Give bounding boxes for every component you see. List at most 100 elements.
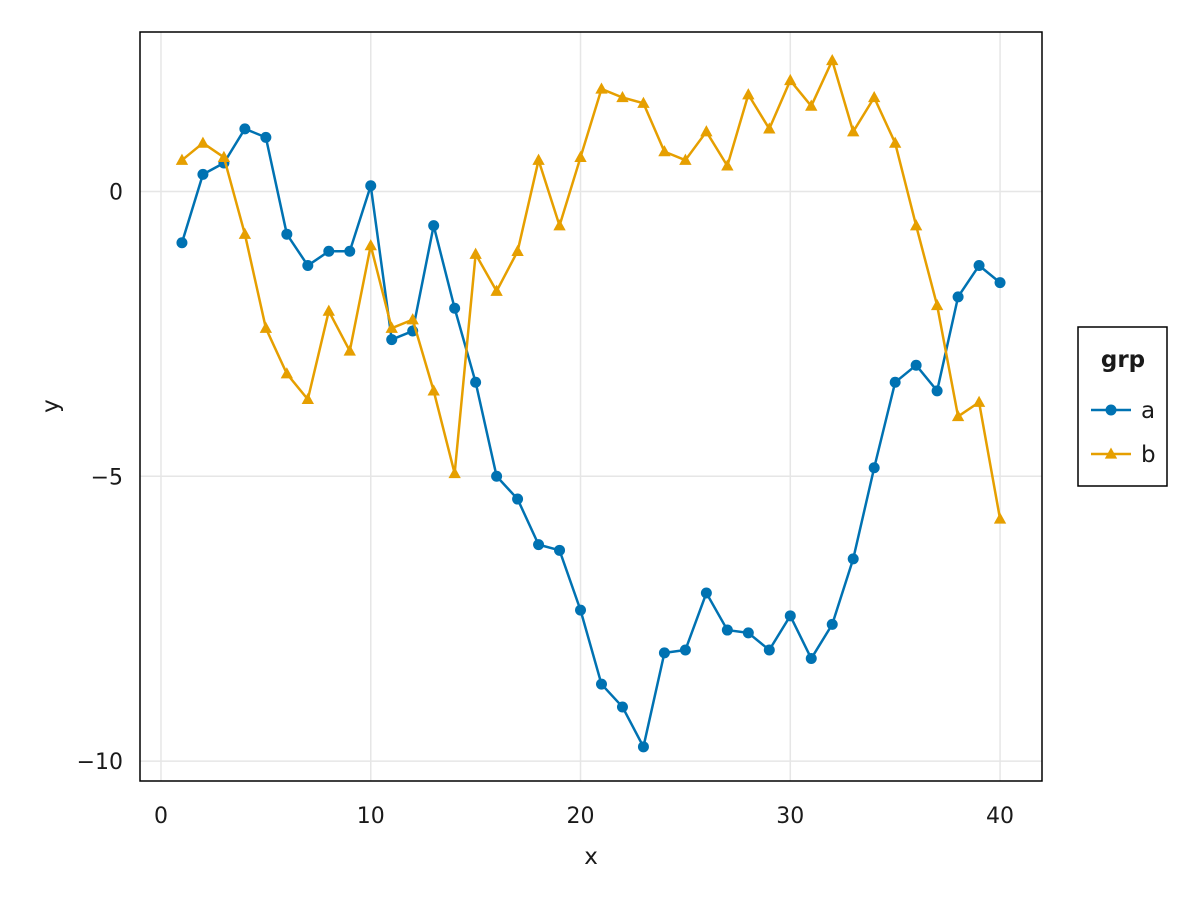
data-point-a — [386, 334, 398, 346]
data-point-b — [175, 153, 189, 165]
data-point-a — [658, 647, 670, 659]
data-point-b — [847, 125, 860, 137]
x-tick-label: 40 — [986, 804, 1014, 829]
plot-frame — [139, 31, 1043, 782]
data-point-a — [910, 359, 922, 371]
data-point-a — [721, 624, 733, 636]
data-point-b — [721, 159, 734, 171]
data-point-a — [868, 462, 880, 474]
y-tick-label: −5 — [91, 465, 123, 490]
legend: grp ab — [1077, 326, 1168, 487]
y-axis-label: y — [38, 399, 64, 413]
y-tick-label: 0 — [109, 180, 123, 205]
data-point-a — [533, 539, 545, 551]
data-point-a — [491, 470, 503, 482]
legend-box — [1077, 326, 1168, 487]
legend-entries: ab — [1091, 398, 1156, 468]
data-point-b — [280, 367, 294, 379]
data-point-b — [868, 91, 881, 103]
data-point-b — [448, 466, 461, 479]
data-point-b — [972, 395, 986, 407]
y-tick-label: −10 — [77, 750, 123, 775]
data-point-b — [616, 91, 629, 103]
data-point-b — [700, 125, 713, 137]
data-point-a — [805, 653, 817, 665]
data-point-a — [197, 168, 209, 180]
x-tick-label: 0 — [154, 804, 168, 829]
data-point-b — [930, 298, 944, 311]
legend-label-b: b — [1141, 442, 1156, 468]
data-point-a — [847, 553, 859, 565]
axis-ticks: 0 10 20 30 40 0 −5 −10 — [77, 180, 1014, 829]
data-point-b — [888, 136, 902, 148]
data-point-b — [301, 392, 314, 405]
data-point-b — [322, 304, 335, 316]
grid-lines — [140, 32, 1042, 781]
data-point-b — [742, 88, 755, 100]
data-point-b — [637, 96, 650, 108]
data-point-b — [679, 153, 692, 165]
data-point-b — [763, 122, 776, 134]
data-point-a — [973, 260, 985, 272]
data-point-a — [616, 701, 628, 713]
series-lines — [175, 53, 1007, 753]
data-point-a — [679, 644, 691, 656]
series-line-a — [180, 127, 1001, 749]
data-point-b — [784, 73, 797, 86]
data-point-a — [931, 385, 943, 397]
data-point-b — [993, 512, 1007, 524]
data-point-a — [994, 277, 1006, 289]
series-a — [176, 123, 1006, 753]
data-point-a — [323, 245, 335, 257]
data-point-b — [553, 219, 566, 231]
data-point-a — [344, 245, 356, 257]
data-point-a — [260, 131, 272, 143]
data-point-a — [784, 610, 796, 622]
data-point-b — [217, 150, 231, 162]
x-axis-label: x — [584, 844, 598, 870]
legend-entry-a: a — [1091, 398, 1155, 424]
data-point-b — [826, 53, 839, 66]
data-point-a — [470, 376, 482, 388]
data-point-a — [176, 237, 188, 249]
data-point-b — [406, 313, 419, 325]
data-point-a — [428, 220, 440, 232]
data-point-a — [554, 544, 566, 556]
data-point-b — [951, 409, 965, 422]
data-point-a — [700, 587, 712, 599]
data-point-b — [196, 136, 210, 148]
series-b — [175, 53, 1007, 524]
data-point-a — [763, 644, 775, 656]
data-point-b — [511, 244, 524, 256]
data-point-a — [952, 291, 964, 303]
legend-label-a: a — [1141, 398, 1155, 424]
data-point-a — [889, 376, 901, 388]
data-point-a — [826, 618, 838, 630]
x-tick-label: 20 — [567, 804, 595, 829]
data-point-a — [512, 493, 524, 505]
legend-marker-a — [1105, 404, 1117, 416]
data-point-b — [658, 145, 671, 157]
data-point-b — [469, 247, 482, 259]
data-point-b — [259, 321, 273, 333]
data-point-b — [427, 384, 440, 396]
legend-entry-b: b — [1091, 442, 1156, 468]
data-point-b — [532, 153, 545, 165]
data-point-b — [574, 150, 587, 162]
data-point-b — [385, 321, 398, 333]
data-point-a — [449, 302, 461, 314]
data-point-b — [343, 344, 356, 356]
legend-title: grp — [1101, 347, 1145, 373]
data-point-a — [281, 228, 293, 240]
x-tick-label: 30 — [776, 804, 804, 829]
legend-marker-b — [1104, 447, 1118, 459]
data-point-b — [490, 284, 503, 296]
series-line-b — [181, 59, 1002, 520]
data-point-b — [909, 219, 923, 231]
data-point-b — [805, 99, 818, 111]
data-point-a — [637, 741, 649, 753]
data-point-a — [365, 180, 377, 192]
data-point-a — [575, 604, 587, 616]
